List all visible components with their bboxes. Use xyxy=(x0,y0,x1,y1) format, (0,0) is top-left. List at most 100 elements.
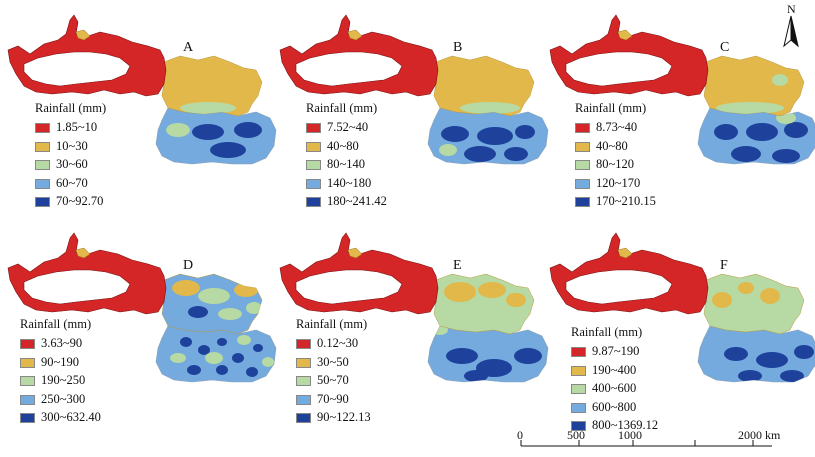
legend-a: Rainfall (mm) 1.85~10 10~30 30~60 60~70 70~92… xyxy=(35,100,205,211)
legend-item: 90~122.13 xyxy=(296,408,466,427)
eastern-region xyxy=(703,273,805,335)
rainfall-zone xyxy=(205,352,223,364)
rainfall-zone xyxy=(198,345,210,355)
legend-item: 50~70 xyxy=(296,371,466,390)
rainfall-zone xyxy=(514,348,542,364)
legend-title: Rainfall (mm) xyxy=(35,101,107,115)
legend-item: 250~300 xyxy=(20,390,190,409)
legend-swatch xyxy=(20,376,35,387)
rainfall-zone xyxy=(760,288,780,304)
rainfall-zone xyxy=(724,347,748,361)
rainfall-zone xyxy=(772,149,800,163)
map-panel-b xyxy=(279,14,549,165)
legend-swatch xyxy=(20,339,35,350)
rainfall-zone xyxy=(738,370,762,382)
scale-label-2000-km: 2000 km xyxy=(738,428,781,442)
legend-label: 120~170 xyxy=(596,175,641,190)
small-yellow-zone xyxy=(347,247,363,259)
legend-item: 30~60 xyxy=(35,155,205,174)
panel-label-a: A xyxy=(183,40,194,55)
legend-label: 300~632.40 xyxy=(41,410,101,424)
legend-label: 190~400 xyxy=(592,362,637,377)
legend-label: 60~70 xyxy=(56,175,88,190)
legend-item: 800~1369.12 xyxy=(571,416,741,435)
legend-swatch xyxy=(571,402,586,413)
rainfall-zone xyxy=(192,124,224,140)
rainfall-zone xyxy=(166,123,190,137)
small-yellow-zone xyxy=(75,29,91,41)
rainfall-zone xyxy=(246,302,262,314)
legend-swatch xyxy=(306,160,321,171)
legend-label: 30~60 xyxy=(56,157,88,171)
rainfall-zone xyxy=(772,74,788,86)
legend-label: 70~92.70 xyxy=(56,194,104,208)
northwest-region xyxy=(279,14,439,97)
rainfall-zone xyxy=(444,282,476,302)
legend-item: 180~241.42 xyxy=(306,192,476,211)
rainfall-zone xyxy=(756,352,788,368)
small-yellow-zone xyxy=(347,29,363,41)
rainfall-zone xyxy=(784,122,808,138)
legend-swatch xyxy=(306,141,321,152)
small-yellow-zone xyxy=(617,29,633,41)
legend-label: 90~122.13 xyxy=(317,410,371,424)
rainfall-zone xyxy=(748,335,764,345)
legend-label: 800~1369.12 xyxy=(592,418,659,432)
rainfall-zone xyxy=(712,292,732,308)
legend-c: Rainfall (mm) 8.73~40 40~80 80~120 120~170 17… xyxy=(575,100,745,211)
legend-item: 600~800 xyxy=(571,398,741,417)
legend-label: 80~140 xyxy=(327,157,366,171)
rainfall-zone xyxy=(716,102,784,114)
rainfall-zone xyxy=(198,288,230,304)
rainfall-zone xyxy=(172,280,200,296)
legend-item: 9.87~190 xyxy=(571,342,741,361)
legend-item: 60~70 xyxy=(35,174,205,193)
legend-item: 40~80 xyxy=(306,137,476,156)
rainfall-zone xyxy=(441,126,469,142)
legend-swatch xyxy=(296,413,311,424)
legend-item: 1.85~10 xyxy=(35,118,205,137)
eastern-region xyxy=(161,55,263,117)
legend-item: 70~90 xyxy=(296,390,466,409)
legend-swatch xyxy=(306,178,321,189)
rainfall-zone xyxy=(731,146,761,162)
small-yellow-zone xyxy=(75,247,91,259)
rainfall-zone xyxy=(262,357,274,367)
rainfall-zone xyxy=(187,365,201,375)
legend-label: 400~600 xyxy=(592,381,637,395)
legend-swatch xyxy=(306,197,321,208)
rainfall-zone xyxy=(248,146,268,158)
legend-f: Rainfall (mm) 9.87~190 190~400 400~600 600~8… xyxy=(571,324,741,435)
rainfall-zone xyxy=(512,333,528,343)
legend-label: 170~210.15 xyxy=(596,194,656,208)
rainfall-zone xyxy=(180,102,236,114)
rainfall-zone xyxy=(464,370,488,382)
legend-item: 400~600 xyxy=(571,379,741,398)
legend-item: 8.73~40 xyxy=(575,118,745,137)
legend-item: 190~400 xyxy=(571,361,741,380)
northwest-region xyxy=(549,14,709,97)
map-panel-e xyxy=(279,232,549,383)
legend-swatch xyxy=(20,357,35,368)
legend-swatch xyxy=(20,394,35,405)
legend-item: 10~30 xyxy=(35,137,205,156)
legend-title: Rainfall (mm) xyxy=(575,101,647,115)
legend-label: 0.12~30 xyxy=(317,336,359,350)
rainfall-zone xyxy=(180,337,192,347)
legend-label: 3.63~90 xyxy=(41,336,83,350)
rainfall-zone xyxy=(234,122,262,138)
legend-label: 50~70 xyxy=(317,373,349,387)
legend-item: 300~632.40 xyxy=(20,408,190,427)
legend-label: 70~90 xyxy=(317,391,349,406)
legend-label: 80~120 xyxy=(596,157,635,171)
rainfall-zone xyxy=(738,282,754,294)
rainfall-zone xyxy=(237,335,251,345)
legend-d: Rainfall (mm) 3.63~90 90~190 190~250 250~300… xyxy=(20,316,190,427)
legend-item: 90~190 xyxy=(20,353,190,372)
rainfall-zone xyxy=(477,127,513,145)
legend-e: Rainfall (mm) 0.12~30 30~50 50~70 70~90 90~12… xyxy=(296,316,466,427)
legend-item: 3.63~90 xyxy=(20,334,190,353)
rainfall-zone xyxy=(232,353,244,363)
northwest-region xyxy=(7,232,167,315)
legend-swatch xyxy=(296,357,311,368)
